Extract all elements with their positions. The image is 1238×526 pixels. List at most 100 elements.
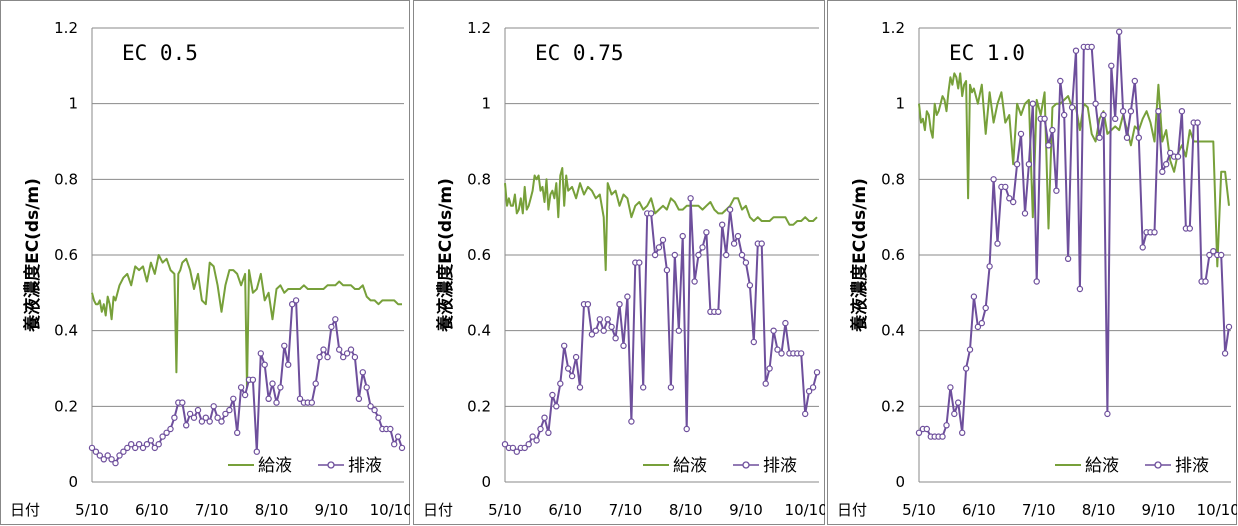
y-tick-label: 0.4 <box>881 322 905 340</box>
drain-data-point <box>1167 149 1174 157</box>
drain-data-point <box>651 251 659 259</box>
drain-data-point <box>214 414 221 421</box>
drain-data-point <box>549 391 556 399</box>
drain-data-point <box>805 388 813 395</box>
drain-data-point <box>186 410 194 418</box>
drain-data-point <box>521 444 528 452</box>
legend-drain-label: 排液 <box>1175 456 1209 476</box>
drain-data-point <box>1112 115 1119 123</box>
drain-data-point <box>127 441 135 448</box>
drain-data-point <box>620 342 627 349</box>
drain-data-point <box>131 444 139 452</box>
drain-data-point <box>151 444 158 452</box>
chart-title: EC 0.75 <box>535 41 624 65</box>
chart-panel-3: 0 0.2 0.4 0.6 0.8 1 1.2 5/10 6/10 7/10 8/10 9/10 10/… <box>827 0 1237 525</box>
drain-data-point <box>915 429 923 436</box>
drain-data-point <box>584 301 592 308</box>
drain-data-point <box>1076 285 1084 293</box>
drain-data-point <box>770 327 777 334</box>
drain-data-point <box>636 259 643 266</box>
drain-data-point <box>108 456 115 463</box>
drain-data-point <box>951 410 958 418</box>
drain-data-point <box>966 346 974 353</box>
drain-data-point <box>265 395 272 402</box>
drain-data-point <box>1025 160 1033 168</box>
drain-data-point <box>1002 183 1009 191</box>
x-tick-label: 6/10 <box>135 501 169 519</box>
drain-data-point <box>1210 247 1217 255</box>
drain-data-point <box>285 361 292 368</box>
x-tick-label: 8/10 <box>255 501 289 519</box>
legend-drain-marker <box>742 461 750 469</box>
y-axis-label: 養液濃度EC(ds/m) <box>435 178 456 333</box>
drain-data-point <box>1135 134 1142 141</box>
panel-frame <box>827 0 1237 525</box>
x-tick-label: 5/10 <box>902 501 936 519</box>
drain-data-point <box>190 414 198 421</box>
drain-data-point <box>96 452 104 459</box>
drain-data-point <box>994 240 1001 247</box>
drain-data-point <box>1041 115 1048 123</box>
drain-data-point <box>978 319 985 327</box>
drain-data-point <box>758 240 765 247</box>
drain-data-point <box>155 441 162 448</box>
x-tick-label: 7/10 <box>195 501 229 519</box>
panel-frame <box>0 0 410 525</box>
drain-data-point <box>289 301 296 308</box>
drain-data-point <box>296 395 304 402</box>
drain-data-point <box>1225 323 1233 331</box>
drain-data-point <box>261 361 268 368</box>
chart-title: EC 0.5 <box>122 41 198 65</box>
drain-data-point <box>206 418 213 425</box>
y-tick-label: 0.8 <box>467 170 491 188</box>
y-tick-label: 1 <box>895 95 905 113</box>
legend-drain-label: 排液 <box>763 456 797 476</box>
drain-data-point <box>560 342 568 349</box>
x-tick-label: 8/10 <box>669 501 703 519</box>
drain-data-point <box>608 323 615 331</box>
drain-data-point <box>639 384 647 391</box>
drain-data-point <box>529 433 536 440</box>
x-tick-label: 5/10 <box>488 501 522 519</box>
y-tick-label: 0.4 <box>467 322 491 340</box>
y-tick-label: 1 <box>68 95 78 113</box>
drain-series-line <box>504 197 818 453</box>
drain-data-point <box>182 422 190 429</box>
drain-data-point <box>1178 107 1186 115</box>
drain-data-point <box>612 335 619 342</box>
supply-series-line <box>91 254 402 389</box>
drain-data-point <box>1202 278 1209 285</box>
drain-data-point <box>237 384 245 391</box>
y-tick-label: 1.2 <box>467 19 491 37</box>
drain-data-point <box>198 418 206 425</box>
y-axis-label: 養液濃度EC(ds/m) <box>22 178 43 333</box>
legend-supply-label: 給液 <box>1085 456 1119 476</box>
drain-data-point <box>1029 100 1036 107</box>
drain-data-point <box>1104 410 1111 418</box>
drain-data-point <box>1045 142 1052 149</box>
drain-data-point <box>947 384 954 391</box>
x-axis-label: 日付 <box>837 501 867 519</box>
drain-data-point <box>375 414 382 421</box>
drain-data-point <box>241 391 249 399</box>
drain-data-point <box>1163 160 1170 168</box>
drain-data-point <box>1159 168 1166 175</box>
drain-data-point <box>343 350 351 357</box>
drain-data-point <box>1119 107 1127 115</box>
drain-data-point <box>699 244 706 251</box>
drain-data-point <box>1049 126 1056 134</box>
drain-data-point <box>746 282 754 289</box>
drain-data-point <box>742 259 750 266</box>
drain-data-point <box>766 365 773 372</box>
drain-data-point <box>1116 28 1123 35</box>
drain-data-point <box>316 353 323 361</box>
y-tick-label: 0 <box>68 473 78 491</box>
drain-data-point <box>249 376 257 383</box>
x-tick-label: 9/10 <box>729 501 763 519</box>
drain-data-point <box>1033 278 1040 285</box>
chart-panel-2: 0 0.2 0.4 0.6 0.8 1 1.2 5/10 6/10 7/10 8/10 9/10 10/… <box>413 0 825 525</box>
drain-data-point <box>100 456 108 463</box>
drain-data-point <box>387 425 394 433</box>
drain-data-point <box>545 429 552 436</box>
drain-data-point <box>592 327 599 334</box>
